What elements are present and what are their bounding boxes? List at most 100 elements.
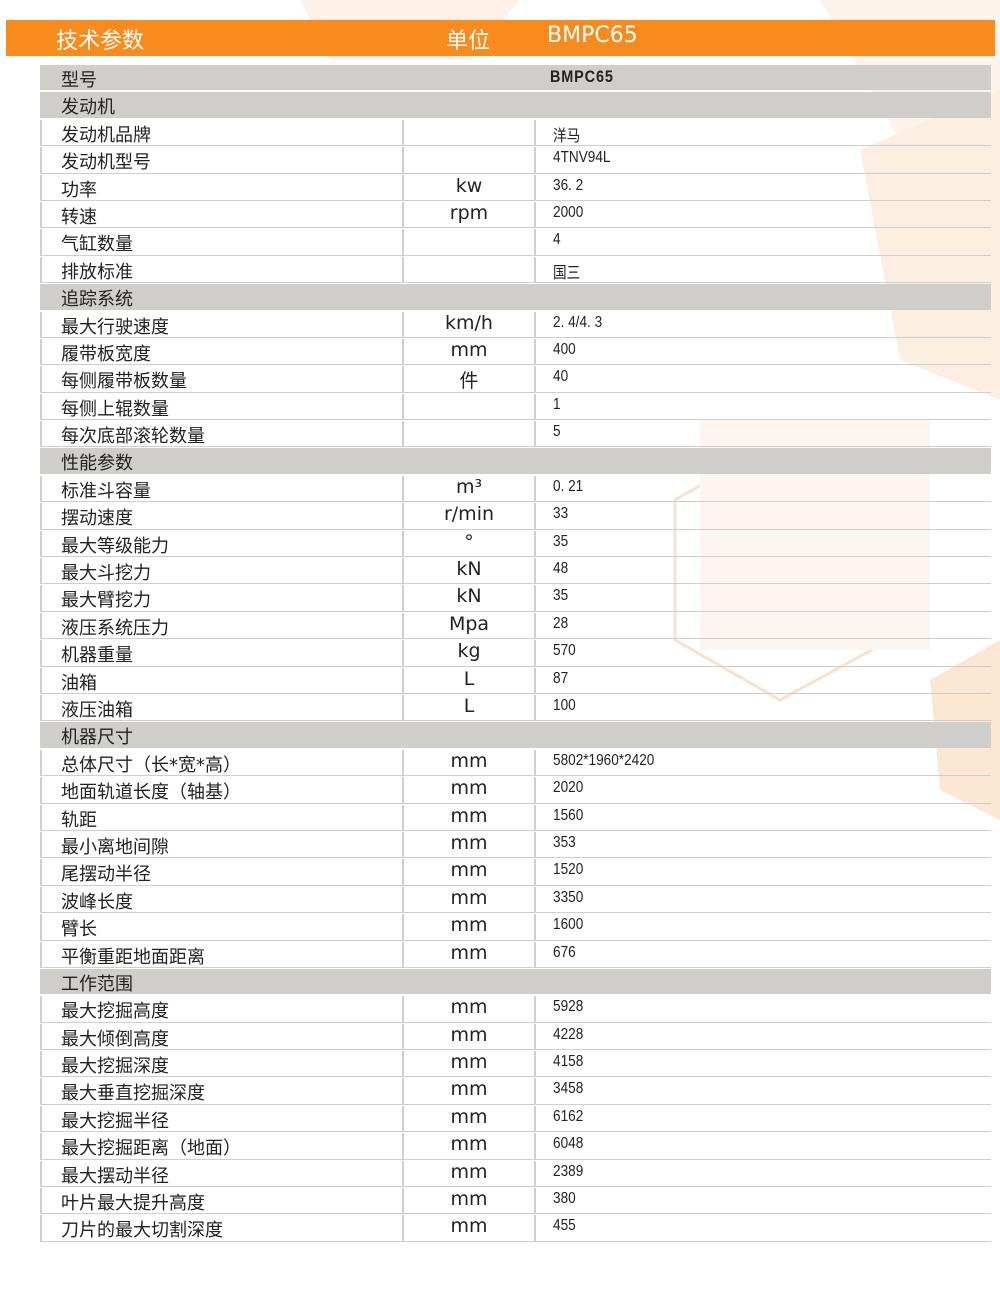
table-row: 机器重量 kg 570 (40, 640, 991, 667)
param-unit: mm (402, 804, 536, 830)
divider (40, 1188, 42, 1214)
param-name: 每次底部滚轮数量 (61, 426, 205, 448)
divider (40, 585, 42, 611)
param-unit: mm (402, 1051, 536, 1077)
param-name: 摆动速度 (61, 508, 133, 530)
param-name: 臂长 (61, 919, 97, 941)
table-row: 功率 kw 36. 2 (40, 174, 991, 201)
param-name: 最大挖掘距离（地面） (61, 1138, 241, 1160)
param-value: 0. 21 (553, 477, 584, 495)
spec-table: 型号 BMPC65 发动机 发动机品牌 洋马 发动机型号 4TNV94L 功率 … (40, 65, 991, 1243)
section-header: 追踪系统 (40, 284, 991, 310)
table-row: 发动机品牌 洋马 (40, 119, 991, 147)
param-value: 570 (553, 642, 576, 660)
model-value: BMPC65 (550, 67, 614, 86)
param-unit: Mpa (402, 612, 536, 639)
section-header: 工作范围 (40, 968, 991, 995)
param-value: 2000 (553, 203, 584, 221)
param-unit: mm (402, 914, 536, 940)
param-name: 最大挖掘深度 (61, 1056, 169, 1078)
param-value: 380 (553, 1190, 576, 1208)
param-name: 最大斗挖力 (61, 563, 151, 585)
param-value: 676 (553, 943, 576, 961)
table-row: 最大挖掘深度 mm 4158 (40, 1051, 991, 1078)
param-value: 1600 (553, 916, 584, 934)
header-unit: 单位 (446, 29, 491, 54)
param-name: 最大挖掘半径 (61, 1110, 169, 1132)
param-name: 波峰长度 (61, 891, 133, 913)
divider (40, 338, 42, 365)
divider (40, 256, 42, 283)
table-row: 排放标准 国三 (40, 256, 991, 284)
param-name: 尾摆动半径 (61, 864, 151, 886)
param-value: 2020 (553, 779, 584, 797)
param-name: 气缸数量 (61, 234, 133, 256)
divider (40, 530, 42, 557)
table-row: 最大挖掘距离（地面） mm 6048 (40, 1133, 991, 1160)
divider (40, 1215, 42, 1241)
param-unit: mm (402, 338, 536, 365)
table-row: 最大挖掘半径 mm 6162 (40, 1105, 991, 1133)
param-unit: L (402, 694, 536, 721)
section-header: 机器尺寸 (40, 722, 991, 748)
param-value: 33 (553, 505, 569, 523)
table-row: 波峰长度 mm 3350 (40, 886, 991, 914)
param-name: 每侧上辊数量 (61, 398, 169, 420)
param-unit: mm (402, 1023, 536, 1050)
table-row: 最大摆动半径 mm 2389 (40, 1160, 991, 1188)
table-row: 最大行驶速度 km/h 2. 4/4. 3 (40, 311, 991, 338)
divider (40, 612, 42, 639)
param-unit: ° (402, 530, 536, 557)
param-value: 400 (553, 340, 576, 358)
param-name: 发动机型号 (61, 152, 151, 174)
param-name: 最大摆动半径 (61, 1165, 169, 1187)
divider (40, 201, 42, 228)
param-unit: L (402, 667, 536, 693)
table-row: 每侧上辊数量 1 (40, 393, 991, 421)
divider (40, 393, 42, 420)
param-unit (402, 229, 536, 255)
param-value: 国三 (553, 264, 581, 282)
divider (40, 1160, 42, 1187)
param-name: 每侧履带板数量 (61, 371, 187, 393)
divider (40, 147, 42, 173)
param-value: 2389 (553, 1162, 584, 1180)
param-unit: kN (402, 585, 536, 611)
param-value: 6048 (553, 1135, 584, 1153)
param-value: 100 (553, 696, 576, 714)
param-unit (402, 421, 536, 447)
divider (40, 119, 42, 146)
divider (40, 831, 42, 858)
param-name: 标准斗容量 (61, 480, 151, 502)
section-header: 性能参数 (40, 448, 991, 474)
param-value: 6162 (553, 1107, 584, 1125)
param-unit: mm (402, 1215, 536, 1241)
section-header: 发动机 (40, 92, 991, 118)
table-row: 平衡重距地面距离 mm 676 (40, 941, 991, 968)
param-value: 1520 (553, 861, 584, 879)
table-row: 履带板宽度 mm 400 (40, 338, 991, 366)
param-name: 最大行驶速度 (61, 316, 169, 338)
table-row: 刀片的最大切割深度 mm 455 (40, 1215, 991, 1242)
param-unit: r/min (402, 503, 536, 529)
table-row: 最大等级能力 ° 35 (40, 530, 991, 558)
param-value: 1560 (553, 806, 584, 824)
divider (40, 311, 42, 337)
table-row: 叶片最大提升高度 mm 380 (40, 1188, 991, 1215)
param-value: 5802*1960*2420 (553, 751, 655, 769)
header-model: BMPC65 (547, 23, 638, 48)
param-value: 4228 (553, 1025, 584, 1043)
divider (40, 886, 42, 913)
divider (40, 667, 42, 693)
param-unit: mm (402, 1133, 536, 1159)
divider (40, 1051, 42, 1077)
param-value: 洋马 (553, 127, 581, 145)
divider (40, 859, 42, 885)
param-unit: rpm (402, 201, 536, 228)
table-row: 每次底部滚轮数量 5 (40, 421, 991, 448)
table-row: 轨距 mm 1560 (40, 804, 991, 831)
divider (40, 640, 42, 666)
table-row: 地面轨道长度（轴基） mm 2020 (40, 777, 991, 804)
table-row: 标准斗容量 m³ 0. 21 (40, 475, 991, 503)
table-row: 最大斗挖力 kN 48 (40, 558, 991, 585)
